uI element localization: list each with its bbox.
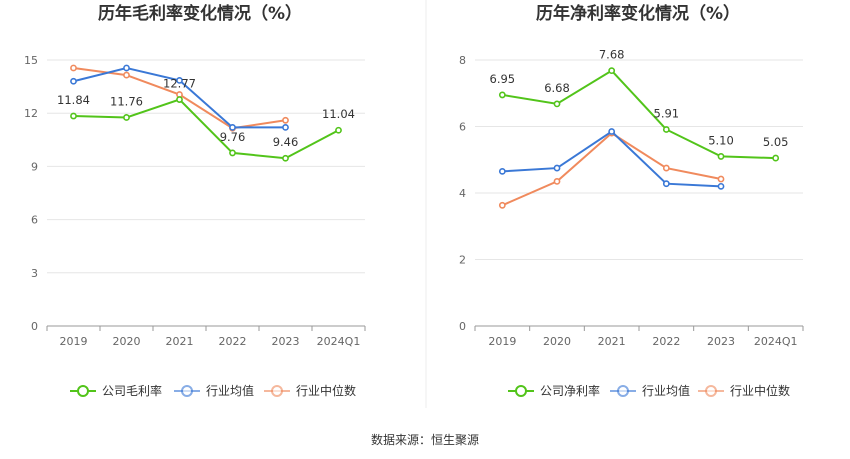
data-point-company	[717, 153, 725, 160]
data-label: 5.05	[763, 135, 789, 149]
legend-label-industry_median: 行业中位数	[730, 383, 790, 398]
series-line-company	[73, 98, 339, 160]
legend-marker-industry_median	[705, 385, 717, 397]
gross-margin-chart: 历年毛利率变化情况（%） 0 3 6 9 12 15 2019 2020 2021 2022 2023…	[24, 3, 366, 398]
y-tick-label: 6	[459, 121, 466, 134]
data-point-industry_avg	[123, 64, 130, 72]
x-tick-label: 2023	[707, 335, 735, 348]
data-label: 11.76	[110, 94, 143, 108]
data-source-note: 数据来源：恒生聚源	[370, 433, 479, 447]
series-line-company	[502, 69, 776, 160]
x-tick-label: 2021	[598, 335, 626, 348]
legend-label-industry_avg: 行业均值	[206, 383, 254, 398]
data-point-company	[123, 114, 130, 121]
x-tick-label: 2022	[652, 335, 680, 348]
data-point-industry_median	[282, 116, 289, 124]
data-point-company	[70, 112, 77, 120]
legend-label-industry_avg: 行业均值	[642, 383, 690, 398]
data-point-industry_avg	[498, 167, 506, 175]
y-tick-label: 4	[459, 187, 466, 200]
legend-marker-company	[77, 385, 89, 397]
y-tick-label: 12	[24, 107, 38, 120]
data-point-industry_median	[123, 71, 130, 79]
data-point-industry_median	[662, 164, 670, 172]
y-tick-label: 2	[459, 254, 466, 267]
y-tick-label: 8	[459, 54, 466, 67]
chart-title: 历年净利率变化情况（%）	[536, 3, 740, 24]
data-label: 11.84	[57, 93, 90, 107]
data-label: 5.91	[654, 106, 680, 120]
legend-label-company: 公司毛利率	[102, 383, 162, 398]
x-tick-label: 2021	[166, 335, 194, 348]
legend-marker-industry_avg	[181, 385, 193, 397]
data-point-industry_avg	[176, 76, 183, 84]
y-tick-label: 6	[31, 214, 38, 227]
data-label: 9.76	[220, 130, 246, 144]
data-point-company	[553, 100, 561, 108]
legend-marker-industry_avg	[617, 385, 629, 397]
x-tick-label: 2020	[543, 335, 571, 348]
net-margin-chart: 历年净利率变化情况（%） 0 2 4 6 8 2019 2020 2021 2022 2023 202…	[459, 3, 804, 398]
y-tick-label: 0	[459, 320, 466, 333]
legend-label-company: 公司净利率	[540, 383, 600, 398]
data-point-industry_median	[717, 175, 725, 183]
data-label: 6.68	[544, 81, 570, 95]
data-point-industry_median	[553, 177, 561, 185]
data-point-company	[335, 126, 342, 134]
data-point-industry_avg	[553, 164, 561, 172]
legend-marker-company	[515, 385, 527, 397]
data-label: 11.04	[322, 107, 355, 121]
data-point-company	[608, 67, 616, 75]
x-tick-label: 2020	[113, 335, 141, 348]
x-tick-label: 2019	[60, 335, 88, 348]
y-tick-label: 0	[31, 320, 38, 333]
y-tick-label: 15	[24, 54, 38, 67]
data-point-industry_avg	[662, 180, 670, 188]
data-point-industry_avg	[608, 128, 616, 135]
data-label: 12.77	[163, 77, 196, 91]
x-tick-label: 2022	[219, 335, 247, 348]
y-tick-label: 3	[31, 267, 38, 280]
data-point-industry_median	[70, 64, 77, 72]
data-label: 6.95	[490, 72, 516, 86]
data-point-industry_avg	[70, 77, 77, 85]
x-tick-label: 2024Q1	[317, 335, 361, 348]
x-tick-label: 2019	[488, 335, 516, 348]
data-point-company	[282, 154, 289, 162]
data-point-industry_avg	[282, 123, 289, 131]
data-point-company	[772, 154, 780, 162]
data-label: 7.68	[599, 48, 625, 62]
y-tick-label: 9	[31, 160, 38, 173]
x-tick-label: 2023	[272, 335, 300, 348]
data-label: 9.46	[273, 135, 299, 149]
chart-title: 历年毛利率变化情况（%）	[98, 3, 302, 24]
data-point-company	[229, 149, 236, 157]
legend-label-industry_median: 行业中位数	[296, 383, 356, 398]
data-point-company	[662, 126, 670, 133]
x-tick-label: 2024Q1	[754, 335, 798, 348]
data-point-company	[176, 96, 183, 103]
data-point-industry_median	[498, 201, 506, 209]
data-point-industry_avg	[229, 123, 236, 131]
data-point-industry_avg	[717, 182, 725, 190]
data-label: 5.10	[708, 133, 734, 147]
data-point-company	[498, 91, 506, 99]
legend-marker-industry_median	[271, 385, 283, 397]
